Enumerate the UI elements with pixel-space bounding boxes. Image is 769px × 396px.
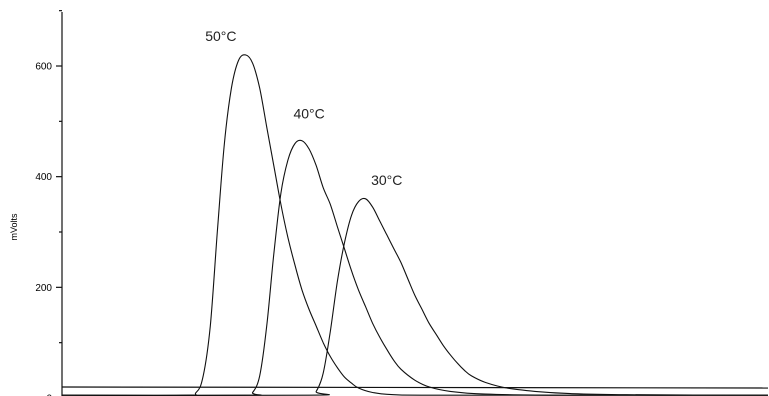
y-tick-label: 0 (46, 394, 52, 396)
series-line-40C (61, 139, 769, 396)
y-tick-label: 600 (35, 62, 52, 73)
series-line-50C (61, 54, 769, 396)
y-tick-label: 400 (35, 172, 52, 183)
series-label-50C: 50°C (205, 28, 236, 44)
y-tick-label: 200 (35, 283, 52, 294)
curves (61, 54, 769, 396)
series-labels: 50°C 40°C 30°C (205, 28, 402, 188)
series-label-40C: 40°C (293, 106, 324, 122)
x-baseline (61, 386, 769, 389)
series-label-30C: 30°C (371, 172, 402, 188)
series-line-30C (61, 197, 769, 396)
y-axis-label: mVolts (9, 213, 19, 241)
axes: 0 200 400 600 mVolts (9, 10, 769, 396)
